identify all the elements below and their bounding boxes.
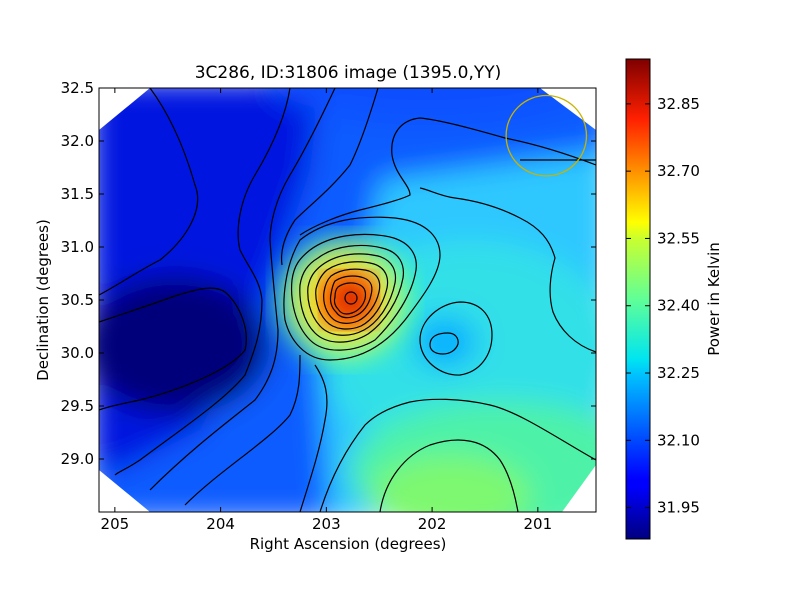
contour-line — [333, 282, 367, 315]
contour-line — [99, 287, 247, 411]
colorbar-tick-label: 31.95 — [657, 499, 700, 517]
contour-lines — [99, 88, 596, 512]
contour-line — [280, 88, 379, 266]
contour-line — [307, 253, 397, 336]
x-tick-label: 204 — [206, 515, 235, 533]
colorbar-gradient — [625, 58, 651, 540]
contour-line — [419, 301, 493, 376]
x-tick-label: 205 — [101, 515, 130, 533]
y-tick-label: 31.0 — [61, 238, 94, 256]
y-tick-label: 29.5 — [61, 397, 94, 415]
x-tick-label: 202 — [418, 515, 447, 533]
contour-line — [283, 216, 441, 361]
beam-circle — [505, 94, 588, 177]
colorbar-tick-label: 32.55 — [657, 229, 700, 247]
contour-line — [299, 364, 328, 512]
x-tick-label: 203 — [312, 515, 341, 533]
contour-line — [299, 244, 405, 343]
colorbar-label: Power in Kelvin — [705, 242, 723, 356]
contour-line — [323, 268, 381, 324]
x-axis-label: Right Ascension (degrees) — [250, 535, 447, 553]
y-axis: 29.0 29.5 30.0 30.5 31.0 31.5 32.0 32.5 — [61, 79, 596, 468]
y-tick-label: 32.5 — [61, 79, 94, 97]
x-axis: 205 204 203 202 201 — [101, 88, 553, 533]
y-tick-label: 30.5 — [61, 291, 94, 309]
contour-line — [149, 88, 336, 491]
colorbar-tick-label: 32.10 — [657, 431, 700, 449]
contour-line — [99, 88, 199, 296]
colorbar-tick-label: 32.40 — [657, 297, 700, 315]
contour-line — [315, 261, 389, 330]
colorbar-ticks: 31.95 32.10 32.25 32.40 32.55 32.70 32.85 — [626, 95, 700, 517]
y-tick-label: 32.0 — [61, 132, 94, 150]
contour-line — [184, 354, 301, 506]
contour-line — [344, 291, 358, 305]
colorbar-tick-label: 32.25 — [657, 364, 700, 382]
contour-line — [429, 332, 459, 355]
colorbar-tick-label: 32.70 — [657, 162, 700, 180]
contour-line — [319, 398, 596, 512]
contour-line — [114, 88, 291, 476]
y-axis-label: Declination (degrees) — [34, 219, 52, 381]
y-tick-label: 29.0 — [61, 450, 94, 468]
contour-line — [379, 439, 519, 512]
y-tick-label: 31.5 — [61, 185, 94, 203]
colorbar: 31.95 32.10 32.25 32.40 32.55 32.70 32.85 Powe… — [625, 58, 723, 540]
y-tick-label: 30.0 — [61, 344, 94, 362]
chart-title: 3C286, ID:31806 image (1395.0,YY) — [195, 63, 502, 83]
contour-line — [419, 187, 596, 353]
colorbar-tick-label: 32.85 — [657, 95, 700, 113]
x-tick-label: 201 — [524, 515, 553, 533]
contour-line — [290, 233, 417, 351]
contour-line — [329, 275, 373, 319]
